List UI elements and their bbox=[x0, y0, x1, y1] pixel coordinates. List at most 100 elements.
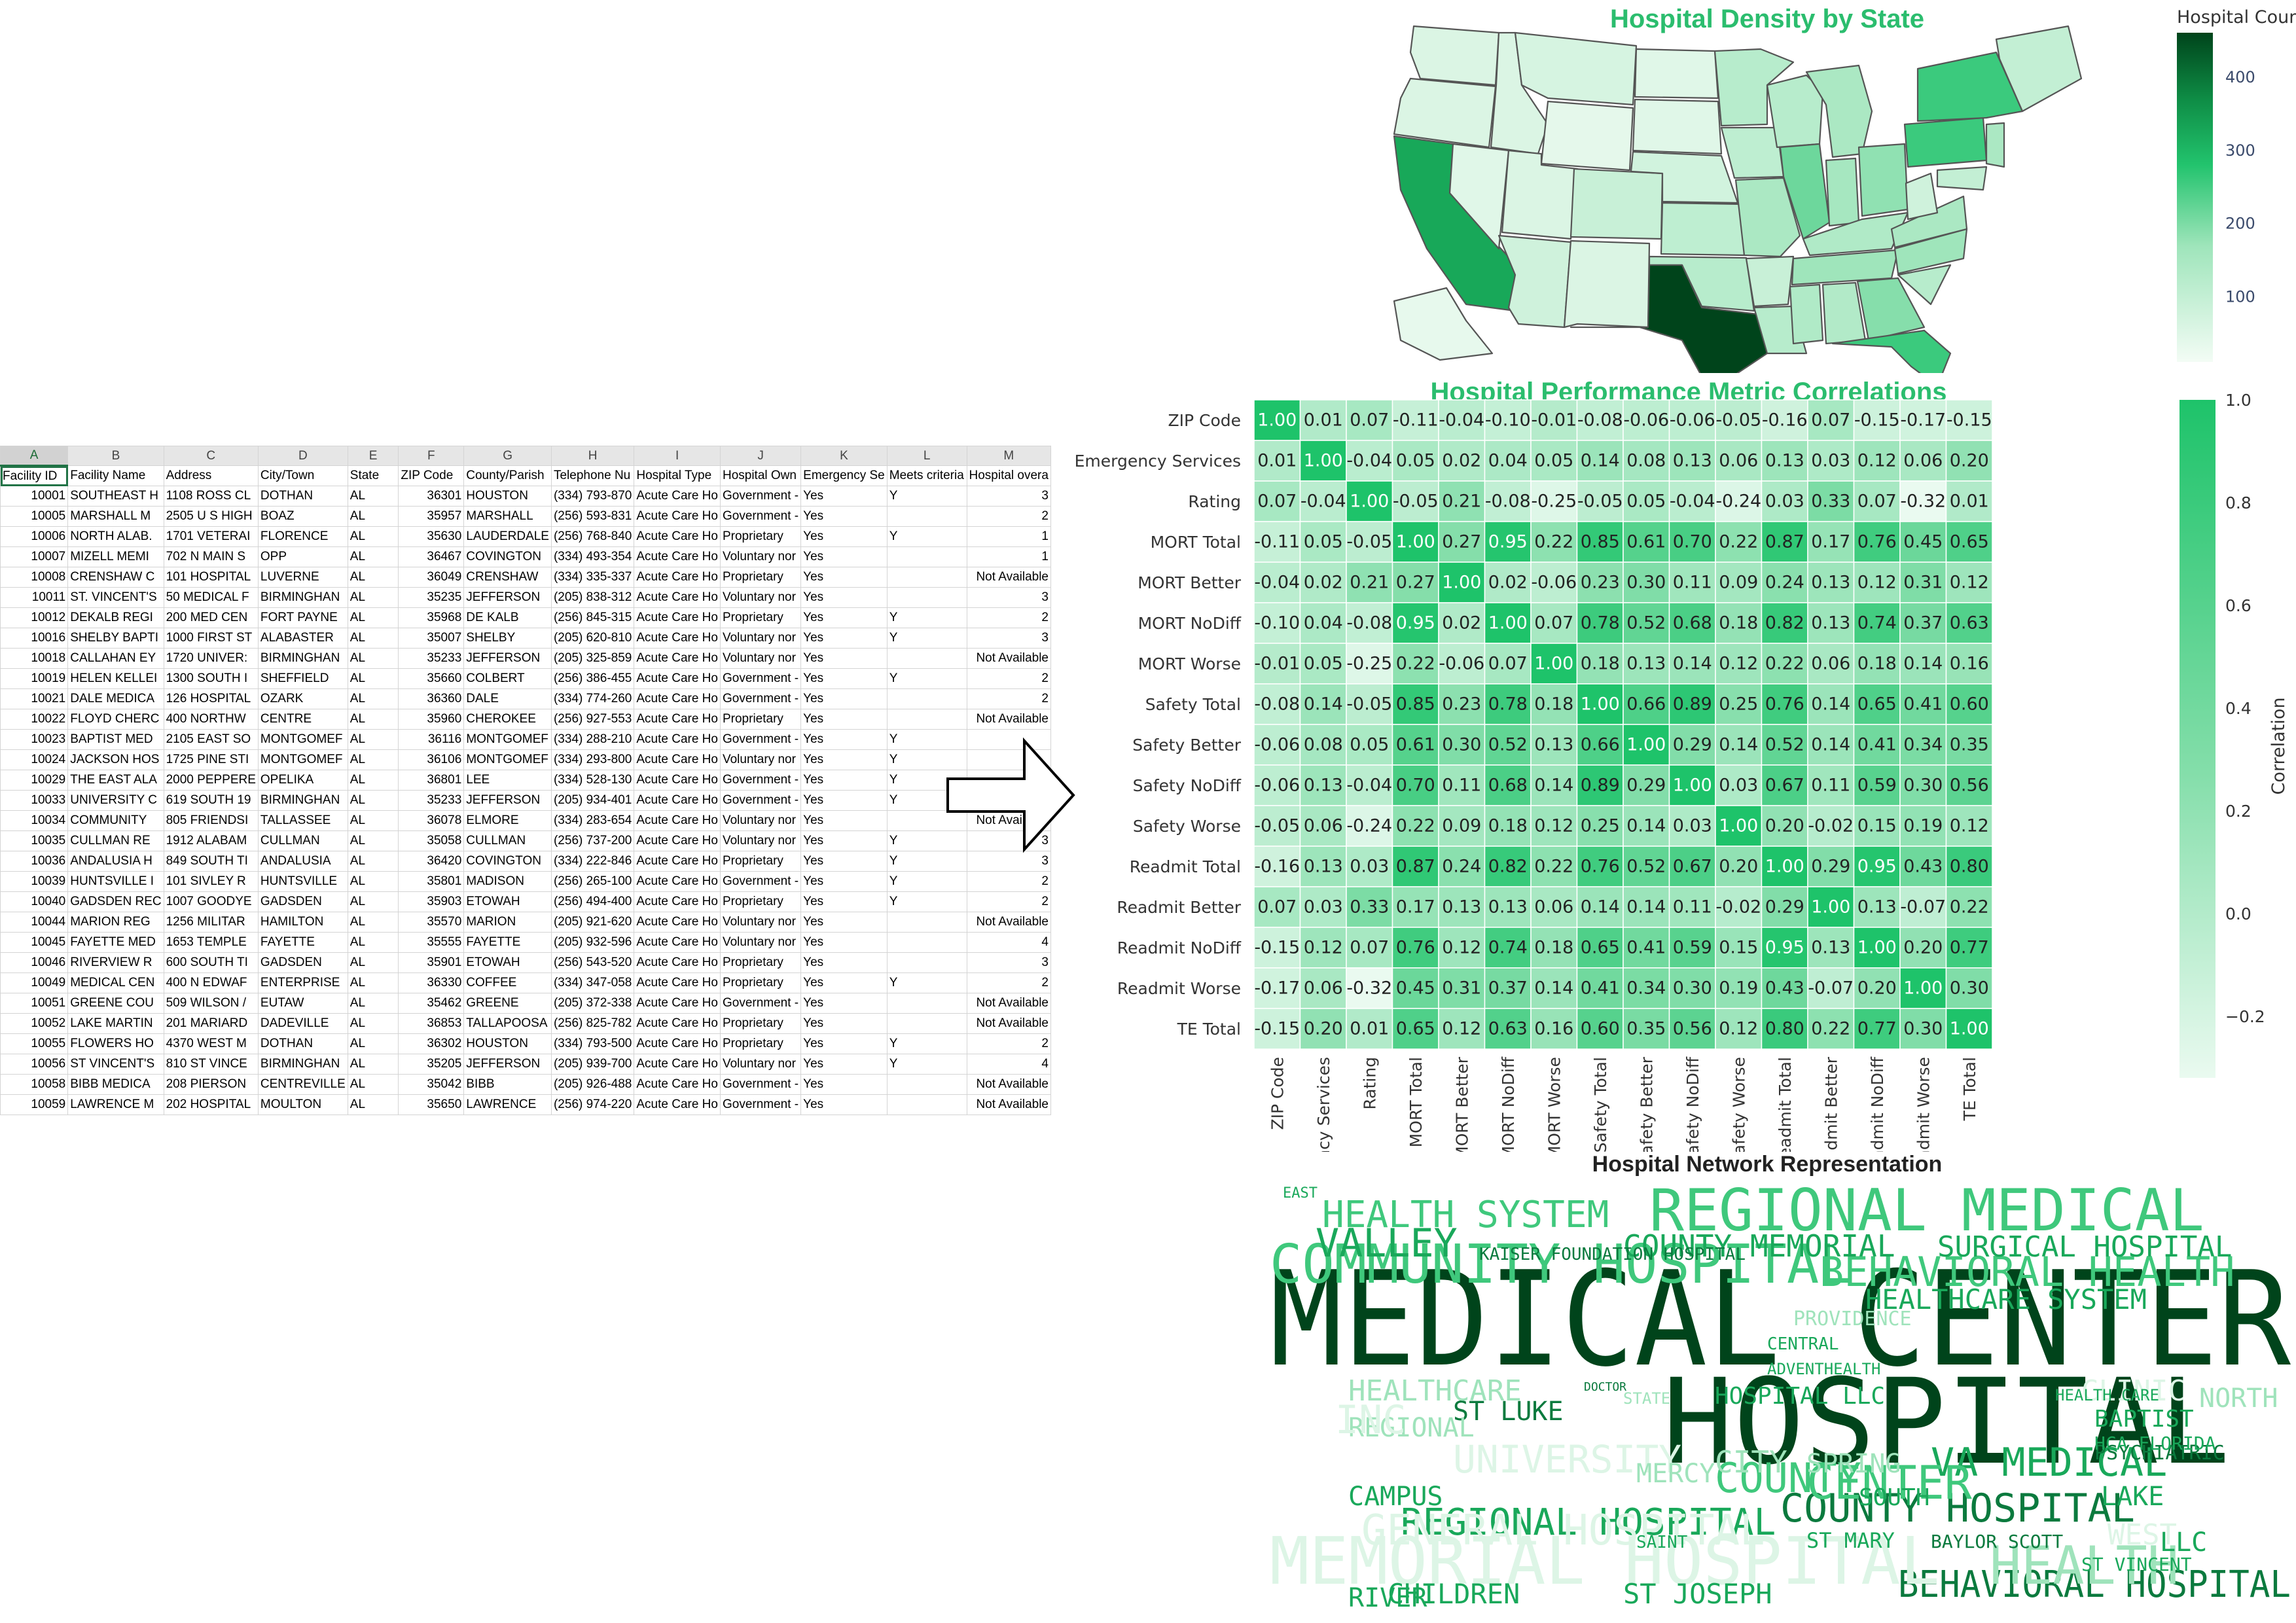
table-cell[interactable]: 3 bbox=[966, 486, 1051, 507]
table-cell[interactable]: 509 WILSON / bbox=[163, 993, 259, 1014]
table-cell[interactable]: Proprietary bbox=[719, 526, 802, 547]
table-cell[interactable]: MARSHALL bbox=[463, 506, 552, 527]
table-cell[interactable]: FORT PAYNE bbox=[257, 607, 348, 628]
table-cell[interactable]: Yes bbox=[800, 587, 888, 608]
table-cell[interactable]: COFFEE bbox=[463, 972, 552, 993]
table-cell[interactable]: 1007 GOODYE bbox=[163, 891, 259, 912]
table-cell[interactable] bbox=[886, 932, 967, 953]
table-cell[interactable]: AL bbox=[347, 709, 399, 730]
table-cell[interactable]: 1000 FIRST ST bbox=[163, 628, 259, 649]
column-header-d[interactable]: D bbox=[257, 446, 348, 466]
table-row[interactable]: 10044 MARION REG 1256 MILITAR HAMILTON AL 355… bbox=[0, 912, 1051, 933]
table-cell[interactable]: Yes bbox=[800, 628, 888, 649]
table-cell[interactable]: HOUSTON bbox=[463, 486, 552, 507]
table-cell[interactable]: 35205 bbox=[398, 1054, 465, 1075]
table-row[interactable]: 10022 FLOYD CHERC 400 NORTHW CENTRE AL 35960 C… bbox=[0, 709, 1051, 730]
table-cell[interactable]: AL bbox=[347, 871, 399, 892]
table-cell[interactable]: AL bbox=[347, 1033, 399, 1054]
table-row[interactable]: 10001 SOUTHEAST H 1108 ROSS CL DOTHAN AL 3630… bbox=[0, 486, 1051, 507]
table-cell[interactable]: Yes bbox=[800, 830, 888, 851]
table-cell[interactable]: 35235 bbox=[398, 587, 465, 608]
table-cell[interactable]: (334) 335-337 bbox=[550, 567, 635, 588]
table-cell[interactable]: Y bbox=[886, 830, 967, 851]
table-cell[interactable] bbox=[886, 1013, 967, 1034]
table-cell[interactable]: 35042 bbox=[398, 1074, 465, 1095]
table-row[interactable]: 10039 HUNTSVILLE I 101 SIVLEY R HUNTSVILLE A… bbox=[0, 871, 1051, 892]
table-cell[interactable]: Y bbox=[886, 972, 967, 993]
table-cell[interactable]: 50 MEDICAL F bbox=[163, 587, 259, 608]
table-cell[interactable]: (256) 265-100 bbox=[550, 871, 635, 892]
table-cell[interactable]: 200 MED CEN bbox=[163, 607, 259, 628]
table-cell[interactable]: Yes bbox=[800, 912, 888, 933]
table-cell[interactable]: BIBB bbox=[463, 1074, 552, 1095]
table-cell[interactable]: Proprietary bbox=[719, 851, 802, 872]
table-cell[interactable]: AL bbox=[347, 546, 399, 567]
column-header-k[interactable]: K bbox=[800, 446, 888, 466]
table-cell[interactable]: Government - bbox=[719, 506, 802, 527]
table-cell[interactable]: JACKSON HOS bbox=[67, 749, 164, 770]
table-cell[interactable]: BIRMINGHAN bbox=[257, 790, 348, 811]
header-cell[interactable]: ZIP Code bbox=[398, 465, 465, 486]
table-cell[interactable]: OZARK bbox=[257, 688, 348, 709]
table-cell[interactable]: (205) 926-488 bbox=[550, 1074, 635, 1095]
table-cell[interactable]: HUNTSVILLE bbox=[257, 871, 348, 892]
table-cell[interactable]: Acute Care Ho bbox=[634, 546, 721, 567]
table-cell[interactable]: AL bbox=[347, 486, 399, 507]
table-cell[interactable]: Yes bbox=[800, 993, 888, 1014]
table-cell[interactable]: Government - bbox=[719, 1094, 802, 1115]
table-cell[interactable]: AL bbox=[347, 587, 399, 608]
table-cell[interactable]: ANDALUSIA bbox=[257, 851, 348, 872]
table-cell[interactable]: 35960 bbox=[398, 709, 465, 730]
table-cell[interactable]: HELEN KELLEI bbox=[67, 668, 164, 689]
header-cell[interactable]: County/Parish bbox=[463, 465, 552, 486]
table-cell[interactable]: BAPTIST MED bbox=[67, 729, 164, 750]
table-row[interactable]: 10040 GADSDEN REC 1007 GOODYE GADSDEN AL 3590… bbox=[0, 891, 1051, 912]
table-cell[interactable] bbox=[886, 506, 967, 527]
table-cell[interactable]: SOUTHEAST H bbox=[67, 486, 164, 507]
table-cell[interactable]: 702 N MAIN S bbox=[163, 546, 259, 567]
table-cell[interactable]: Acute Care Ho bbox=[634, 912, 721, 933]
table-cell[interactable]: JEFFERSON bbox=[463, 1054, 552, 1075]
table-cell[interactable]: GREENE bbox=[463, 993, 552, 1014]
table-cell[interactable]: ST. VINCENT'S bbox=[67, 587, 164, 608]
table-cell[interactable]: 35462 bbox=[398, 993, 465, 1014]
table-cell[interactable]: Not Available bbox=[966, 1013, 1051, 1034]
table-cell[interactable]: Yes bbox=[800, 688, 888, 709]
table-cell[interactable]: Y bbox=[886, 526, 967, 547]
table-cell[interactable]: 1701 VETERAI bbox=[163, 526, 259, 547]
table-cell[interactable]: Proprietary bbox=[719, 709, 802, 730]
table-cell[interactable]: 1720 UNIVER: bbox=[163, 648, 259, 669]
table-cell[interactable]: 2 bbox=[966, 871, 1051, 892]
table-cell[interactable]: AL bbox=[347, 1054, 399, 1075]
table-cell[interactable]: Yes bbox=[800, 851, 888, 872]
table-cell[interactable]: 10021 bbox=[0, 688, 69, 709]
table-cell[interactable]: Yes bbox=[800, 952, 888, 973]
table-cell[interactable]: AL bbox=[347, 648, 399, 669]
table-cell[interactable]: 35233 bbox=[398, 790, 465, 811]
table-cell[interactable]: 10012 bbox=[0, 607, 69, 628]
column-header-m[interactable]: M bbox=[966, 446, 1051, 466]
table-cell[interactable]: JEFFERSON bbox=[463, 587, 552, 608]
table-cell[interactable]: Acute Care Ho bbox=[634, 607, 721, 628]
table-row[interactable]: 10006 NORTH ALAB. 1701 VETERAI FLORENCE AL 35… bbox=[0, 526, 1051, 547]
table-row[interactable]: 10012 DEKALB REGI 200 MED CEN FORT PAYNE AL 3… bbox=[0, 607, 1051, 628]
table-cell[interactable]: (205) 939-700 bbox=[550, 1054, 635, 1075]
table-cell[interactable]: 1256 MILITAR bbox=[163, 912, 259, 933]
table-cell[interactable]: Yes bbox=[800, 1094, 888, 1115]
table-cell[interactable]: AL bbox=[347, 1094, 399, 1115]
table-cell[interactable]: (334) 793-870 bbox=[550, 486, 635, 507]
table-cell[interactable]: (256) 737-200 bbox=[550, 830, 635, 851]
table-cell[interactable]: 35233 bbox=[398, 648, 465, 669]
table-cell[interactable]: Yes bbox=[800, 1033, 888, 1054]
table-cell[interactable] bbox=[886, 993, 967, 1014]
table-cell[interactable]: Y bbox=[886, 607, 967, 628]
table-cell[interactable]: (334) 288-210 bbox=[550, 729, 635, 750]
table-cell[interactable]: FAYETTE bbox=[257, 932, 348, 953]
table-cell[interactable]: (256) 825-782 bbox=[550, 1013, 635, 1034]
table-cell[interactable]: AL bbox=[347, 952, 399, 973]
table-cell[interactable]: Voluntary nor bbox=[719, 648, 802, 669]
table-cell[interactable]: LAWRENCE bbox=[463, 1094, 552, 1115]
table-row[interactable]: 10008 CRENSHAW C 101 HOSPITAL LUVERNE AL 3604… bbox=[0, 567, 1051, 588]
column-header-h[interactable]: H bbox=[550, 446, 635, 466]
table-cell[interactable] bbox=[886, 648, 967, 669]
